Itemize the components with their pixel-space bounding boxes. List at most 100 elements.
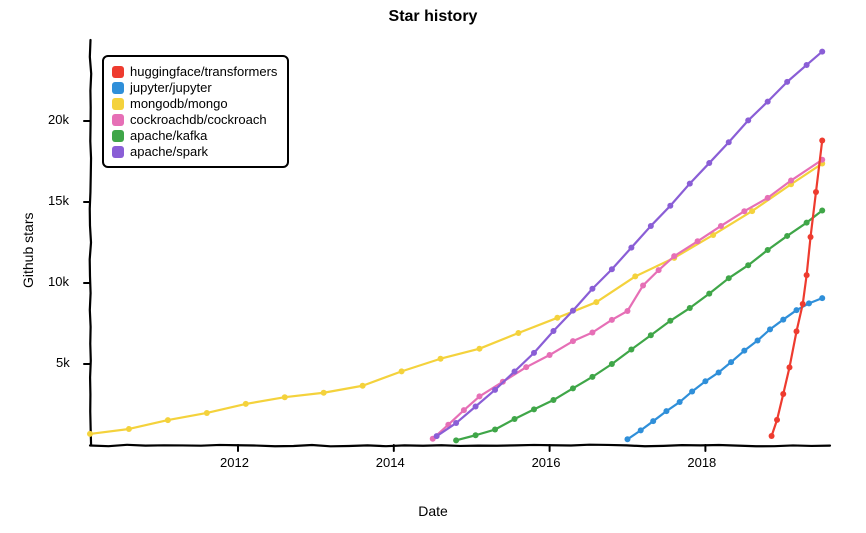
series-marker <box>702 378 708 384</box>
series-marker <box>640 282 646 288</box>
x-tick-label: 2012 <box>220 455 249 470</box>
series-marker <box>667 203 673 209</box>
series-marker <box>438 356 444 362</box>
series-marker <box>523 364 529 370</box>
legend-label: jupyter/jupyter <box>130 80 212 95</box>
series-marker <box>780 391 786 397</box>
series-marker <box>609 266 615 272</box>
series-marker <box>745 262 751 268</box>
series-marker <box>819 295 825 301</box>
series-marker <box>473 432 479 438</box>
series-marker <box>531 350 537 356</box>
legend-label: cockroachdb/cockroach <box>130 112 267 127</box>
legend: huggingface/transformersjupyter/jupyterm… <box>102 55 289 168</box>
series-marker <box>784 79 790 85</box>
series-line <box>772 141 823 436</box>
series-marker <box>819 49 825 55</box>
legend-item: apache/kafka <box>112 128 277 143</box>
series-marker <box>813 189 819 195</box>
y-tick-label: 20k <box>48 112 69 127</box>
x-axis-label: Date <box>0 503 866 519</box>
series-marker <box>282 394 288 400</box>
series-marker <box>687 305 693 311</box>
series-marker <box>321 390 327 396</box>
series-marker <box>706 291 712 297</box>
series-marker <box>667 318 673 324</box>
legend-swatch <box>112 130 124 142</box>
series-marker <box>819 208 825 214</box>
series-marker <box>728 359 734 365</box>
series-marker <box>554 315 560 321</box>
series-marker <box>780 317 786 323</box>
series-marker <box>492 427 498 433</box>
series-marker <box>687 181 693 187</box>
series-line <box>90 164 822 434</box>
y-tick-label: 10k <box>48 274 69 289</box>
y-tick-label: 5k <box>56 355 70 370</box>
series-marker <box>716 369 722 375</box>
series-marker <box>800 301 806 307</box>
series-marker <box>745 117 751 123</box>
y-tick-label: 15k <box>48 193 69 208</box>
series-marker <box>628 346 634 352</box>
series-marker <box>126 426 132 432</box>
legend-label: apache/spark <box>130 144 208 159</box>
series-marker <box>638 427 644 433</box>
star-history-chart: Star history Github stars Date 2012 2014 2… <box>0 0 866 533</box>
series-marker <box>650 418 656 424</box>
x-tick-label: 2014 <box>376 455 405 470</box>
series-marker <box>741 208 747 214</box>
series-line <box>627 298 822 439</box>
series-marker <box>589 286 595 292</box>
series-marker <box>656 267 662 273</box>
series-marker <box>87 431 93 437</box>
y-axis-label: Github stars <box>20 212 36 287</box>
series-marker <box>515 330 521 336</box>
series-marker <box>531 406 537 412</box>
series-marker <box>648 223 654 229</box>
series-marker <box>706 160 712 166</box>
series-marker <box>476 346 482 352</box>
series-marker <box>741 348 747 354</box>
series-marker <box>689 388 695 394</box>
series-marker <box>593 299 599 305</box>
series-marker <box>774 417 780 423</box>
series-line <box>433 160 822 439</box>
series-marker <box>492 387 498 393</box>
series-marker <box>671 253 677 259</box>
series-line <box>456 211 822 441</box>
series-marker <box>453 420 459 426</box>
series-marker <box>243 401 249 407</box>
series-marker <box>570 308 576 314</box>
chart-title: Star history <box>0 8 866 26</box>
series-marker <box>550 397 556 403</box>
series-marker <box>784 233 790 239</box>
series-marker <box>765 247 771 253</box>
series-marker <box>628 245 634 251</box>
series-marker <box>648 332 654 338</box>
series-marker <box>570 385 576 391</box>
legend-swatch <box>112 98 124 110</box>
legend-item: jupyter/jupyter <box>112 80 277 95</box>
series-marker <box>804 272 810 278</box>
series-marker <box>476 393 482 399</box>
series-marker <box>589 329 595 335</box>
series-marker <box>755 338 761 344</box>
series-marker <box>767 326 773 332</box>
series-marker <box>547 352 553 358</box>
series-marker <box>624 436 630 442</box>
series-marker <box>360 383 366 389</box>
legend-item: cockroachdb/cockroach <box>112 112 277 127</box>
series-marker <box>786 364 792 370</box>
series-marker <box>794 307 800 313</box>
series-marker <box>165 417 171 423</box>
series-marker <box>609 317 615 323</box>
series-marker <box>512 368 518 374</box>
series-marker <box>663 408 669 414</box>
series-marker <box>718 223 724 229</box>
series-marker <box>765 195 771 201</box>
series-marker <box>632 273 638 279</box>
legend-item: apache/spark <box>112 144 277 159</box>
series-marker <box>788 178 794 184</box>
series-line <box>437 52 823 437</box>
